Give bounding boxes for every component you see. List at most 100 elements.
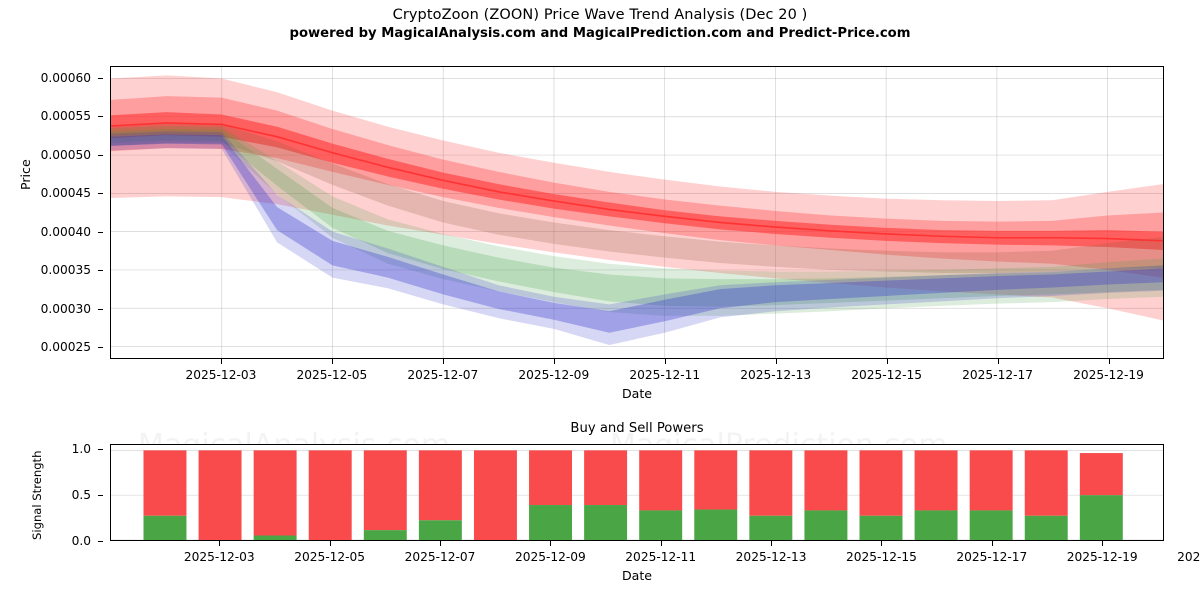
signal-x-tick-label: 2025-12-21 <box>1177 550 1200 564</box>
signal-x-tick-mark <box>1102 541 1104 546</box>
bar-sell-power <box>584 450 628 506</box>
bar-sell-power <box>308 450 352 540</box>
price-y-tick-label: 0.00050 <box>40 147 91 162</box>
page-title: CryptoZoon (ZOON) Price Wave Trend Analy… <box>392 7 808 23</box>
price-y-tick-mark <box>98 270 103 272</box>
bar-sell-power <box>529 450 573 506</box>
signal-y-tick-label: 0.5 <box>71 488 91 503</box>
wave-band-green-outer <box>111 125 1163 316</box>
price-y-tick-mark <box>98 77 103 79</box>
page-subtitle: powered by MagicalAnalysis.com and Magic… <box>289 26 911 41</box>
signal-x-tick-mark <box>439 541 441 546</box>
bar-sell-power <box>1024 450 1068 516</box>
bar-buy-power <box>363 530 407 540</box>
signal-x-tick-mark <box>550 541 552 546</box>
signal-x-tick-label: 2025-12-11 <box>625 550 697 564</box>
bar-buy-power <box>143 515 187 540</box>
price-x-axis: 2025-12-03 2025-12-05 2025-12-07 2025-12-09… <box>110 359 1164 399</box>
buy-sell-chart-plot-area <box>110 444 1164 541</box>
signal-x-tick-label: 2025-12-19 <box>1066 550 1138 564</box>
price-x-tick-mark <box>664 359 666 364</box>
bar-sell-power <box>639 450 683 511</box>
signal-x-tick-mark <box>881 541 883 546</box>
price-x-tick-mark <box>331 359 333 364</box>
bar-sell-power <box>749 450 793 516</box>
price-x-tick-label: 2025-12-19 <box>1073 368 1144 382</box>
price-y-tick-mark <box>98 193 103 195</box>
signal-y-axis-label: Signal Strength <box>30 450 44 540</box>
signal-x-tick-label: 2025-12-07 <box>404 550 476 564</box>
signal-x-tick-mark <box>991 541 993 546</box>
signal-x-tick-label: 2025-12-09 <box>514 550 586 564</box>
bar-buy-power <box>418 520 462 540</box>
bar-buy-power <box>1079 495 1123 540</box>
signal-y-tick-mark <box>98 449 103 451</box>
bar-sell-power <box>914 450 958 511</box>
price-y-tick-label: 0.00035 <box>40 263 91 278</box>
wave-band-green-mid <box>111 129 1163 307</box>
bar-sell-power <box>694 450 738 510</box>
signal-x-axis-label: Date <box>621 568 653 583</box>
price-y-tick-label: 0.00030 <box>40 301 91 316</box>
price-x-tick-mark <box>997 359 999 364</box>
bar-buy-power <box>694 509 738 540</box>
price-y-tick-mark <box>98 154 103 156</box>
signal-y-tick-label: 0.0 <box>71 534 91 548</box>
bar-sell-power <box>363 450 407 531</box>
signal-x-tick-mark <box>771 541 773 546</box>
signal-x-tick-mark <box>219 541 221 546</box>
bar-buy-power <box>969 510 1013 540</box>
price-x-tick-mark <box>442 359 444 364</box>
bar-buy-power <box>1024 515 1068 540</box>
bar-sell-power <box>859 450 903 516</box>
price-y-tick-label: 0.00040 <box>40 224 91 239</box>
bar-buy-power <box>914 510 958 540</box>
price-x-tick-label: 2025-12-07 <box>407 368 479 382</box>
signal-x-tick-label: 2025-12-13 <box>735 550 807 564</box>
price-wave-chart-plot-area <box>110 66 1164 359</box>
signal-y-tick-label: 1.0 <box>71 442 91 457</box>
price-x-tick-mark <box>775 359 777 364</box>
bar-sell-power <box>473 450 517 540</box>
bar-sell-power <box>143 450 187 516</box>
price-x-tick-label: 2025-12-05 <box>296 368 368 382</box>
price-x-tick-label: 2025-12-11 <box>629 368 701 382</box>
bar-buy-power <box>253 535 297 540</box>
bar-buy-power <box>804 510 848 540</box>
title-block: CryptoZoon (ZOON) Price Wave Trend Analy… <box>0 6 1200 43</box>
wave-band-red-core <box>111 112 1163 251</box>
price-y-tick-label: 0.00055 <box>40 109 91 124</box>
price-x-tick-label: 2025-12-13 <box>740 368 812 382</box>
price-y-tick-label: 0.00025 <box>40 340 91 355</box>
buy-sell-chart-title: Buy and Sell Powers <box>570 421 704 436</box>
price-x-tick-mark <box>553 359 555 364</box>
signal-y-axis: 0.0 0.5 1.0 <box>0 442 103 548</box>
signal-y-tick-mark <box>98 495 103 497</box>
price-y-axis: 0.00025 0.00030 0.00035 0.00040 0.00045 0.000… <box>0 66 103 359</box>
price-x-tick-label: 2025-12-15 <box>851 368 923 382</box>
price-x-tick-mark <box>1108 359 1110 364</box>
price-x-tick-label: 2025-12-09 <box>518 368 590 382</box>
bar-buy-power <box>529 505 573 540</box>
signal-y-tick-mark <box>98 541 103 542</box>
wave-band-brown-overlay <box>111 123 1163 273</box>
signal-x-tick-label: 2025-12-17 <box>956 550 1028 564</box>
wave-line-red-center <box>111 122 1163 242</box>
bar-sell-power <box>804 450 848 511</box>
price-x-tick-mark <box>220 359 222 364</box>
bar-sell-power <box>418 450 462 521</box>
bar-sell-power <box>969 450 1013 511</box>
signal-x-axis: 2025-12-03 2025-12-05 2025-12-07 2025-12-09… <box>110 541 1200 581</box>
price-x-axis-label: Date <box>621 386 653 401</box>
signal-x-tick-mark <box>329 541 331 546</box>
price-y-tick-mark <box>98 231 103 233</box>
signal-x-tick-label: 2025-12-15 <box>846 550 917 564</box>
price-y-tick-mark <box>98 116 103 118</box>
price-x-tick-mark <box>886 359 888 364</box>
price-y-axis-label: Price <box>18 159 33 190</box>
price-wave-svg <box>111 67 1163 358</box>
signal-x-tick-mark <box>660 541 662 546</box>
bar-buy-power <box>639 510 683 540</box>
bar-buy-power <box>584 505 628 540</box>
